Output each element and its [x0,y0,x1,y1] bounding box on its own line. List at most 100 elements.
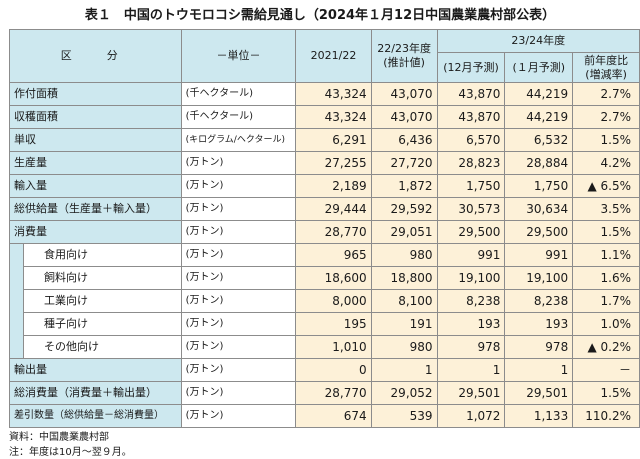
row-unit: (万トン) [180,174,297,198]
value-yoy: 110.2% [572,404,640,428]
header-item: 区 分 [9,29,182,83]
row-unit: (千ヘクタール) [180,105,297,129]
value-january: 193 [504,312,574,336]
header-2022-23-year: 22/23年度 [377,42,431,55]
value-2022-23: 1 [370,358,438,382]
value-2021-22: 8,000 [295,289,372,313]
row-unit: (万トン) [180,358,297,382]
header-2023-24: 23/24年度 [436,29,640,53]
row-item: 収穫面積 [9,105,182,129]
value-yoy: ▲ 6.5% [572,174,640,198]
row-unit: (万トン) [180,381,297,405]
table-row: 輸出量 (万トン) 0 1 1 1 － [9,358,640,382]
value-2022-23: 6,436 [370,128,438,152]
value-2021-22: 965 [295,243,372,267]
value-2021-22: 195 [295,312,372,336]
value-january: 30,634 [504,197,574,221]
value-december: 29,501 [436,381,506,405]
table-row: 輸入量 (万トン) 2,189 1,872 1,750 1,750 ▲ 6.5% [9,174,640,198]
source-note: 資料：中国農業農村部 [9,432,109,443]
row-item: 種子向け [22,312,182,336]
value-2021-22: 43,324 [295,105,372,129]
value-2022-23: 29,052 [370,381,438,405]
row-unit: (万トン) [180,404,297,428]
value-2021-22: 2,189 [295,174,372,198]
row-unit: (万トン) [180,335,297,359]
header-december-forecast: (12月予測) [436,52,506,83]
value-yoy: 1.5% [572,381,640,405]
row-item: 総供給量（生産量＋輸入量） [9,197,182,221]
header-yoy-label: 前年度比 [584,53,629,67]
value-december: 991 [436,243,506,267]
fiscal-year-note: 注：年度は10月～翌９月。 [9,447,132,458]
row-item: 輸出量 [9,358,182,382]
value-yoy: 1.1% [572,243,640,267]
table-row: 総消費量（消費量＋輸出量） (万トン) 28,770 29,052 29,501… [9,381,640,405]
value-december: 43,870 [436,82,506,106]
row-unit: (万トン) [180,266,297,290]
table-row: その他向け (万トン) 1,010 980 978 978 ▲ 0.2% [10,335,640,359]
value-2021-22: 28,770 [295,220,372,244]
row-unit: (万トン) [180,312,297,336]
table-row: 単収 (キログラム/ヘクタール) 6,291 6,436 6,570 6,532… [9,128,640,152]
row-unit: (キログラム/ヘクタール) [180,128,297,152]
value-december: 30,573 [436,197,506,221]
value-2022-23: 43,070 [370,82,438,106]
value-december: 978 [436,335,506,359]
value-yoy: 1.5% [572,128,640,152]
value-december: 1,072 [436,404,506,428]
table-row: 飼料向け (万トン) 18,600 18,800 19,100 19,100 1… [10,266,640,290]
row-item: 消費量 [9,220,182,244]
value-january: 44,219 [504,82,574,106]
value-2021-22: 27,255 [295,151,372,175]
table-row: 収穫面積 (千ヘクタール) 43,324 43,070 43,870 44,21… [9,105,640,129]
header-yoy: 前年度比 (増減率) [572,52,640,83]
table-row: 食用向け (万トン) 965 980 991 991 1.1% [9,243,640,359]
row-item: 生産量 [9,151,182,175]
row-item: 差引数量（総供給量－総消費量） [9,404,182,428]
value-2022-23: 27,720 [370,151,438,175]
value-january: 44,219 [504,105,574,129]
value-yoy: 2.7% [572,82,640,106]
supply-demand-table: 区 分 －単位－ 2021/22 22/23年度 (推計値) 23/24年度 (… [9,29,640,428]
row-item: 飼料向け [22,266,182,290]
row-item: 単収 [9,128,182,152]
value-january: 29,500 [504,220,574,244]
header-2022-23: 22/23年度 (推計値) [370,29,438,83]
value-2021-22: 28,770 [295,381,372,405]
value-january: 1,133 [504,404,574,428]
value-2021-22: 18,600 [295,266,372,290]
table-row: 消費量 (万トン) 28,770 29,051 29,500 29,500 1.… [9,220,640,244]
value-yoy: 1.5% [572,220,640,244]
value-2022-23: 29,592 [370,197,438,221]
value-yoy: 3.5% [572,197,640,221]
value-2022-23: 43,070 [370,105,438,129]
value-january: 28,884 [504,151,574,175]
header-2021-22: 2021/22 [295,29,372,83]
row-unit: (万トン) [180,220,297,244]
value-january: 8,238 [504,289,574,313]
value-yoy: － [572,358,640,382]
sub-item-indent [9,243,24,359]
header-unit: －単位－ [180,29,297,83]
value-december: 1 [436,358,506,382]
value-2022-23: 539 [370,404,438,428]
value-2021-22: 29,444 [295,197,372,221]
value-2022-23: 191 [370,312,438,336]
value-december: 193 [436,312,506,336]
row-item: 輸入量 [9,174,182,198]
table-row: 作付面積 (千ヘクタール) 43,324 43,070 43,870 44,21… [9,82,640,106]
row-item: 工業向け [22,289,182,313]
value-december: 8,238 [436,289,506,313]
row-item: 作付面積 [9,82,182,106]
row-unit: (万トン) [180,151,297,175]
value-january: 19,100 [504,266,574,290]
value-december: 1,750 [436,174,506,198]
value-january: 1,750 [504,174,574,198]
value-2021-22: 674 [295,404,372,428]
value-january: 29,501 [504,381,574,405]
value-2021-22: 43,324 [295,82,372,106]
row-item: 総消費量（消費量＋輸出量） [9,381,182,405]
row-unit: (万トン) [180,197,297,221]
table-row: 生産量 (万トン) 27,255 27,720 28,823 28,884 4.… [9,151,640,175]
